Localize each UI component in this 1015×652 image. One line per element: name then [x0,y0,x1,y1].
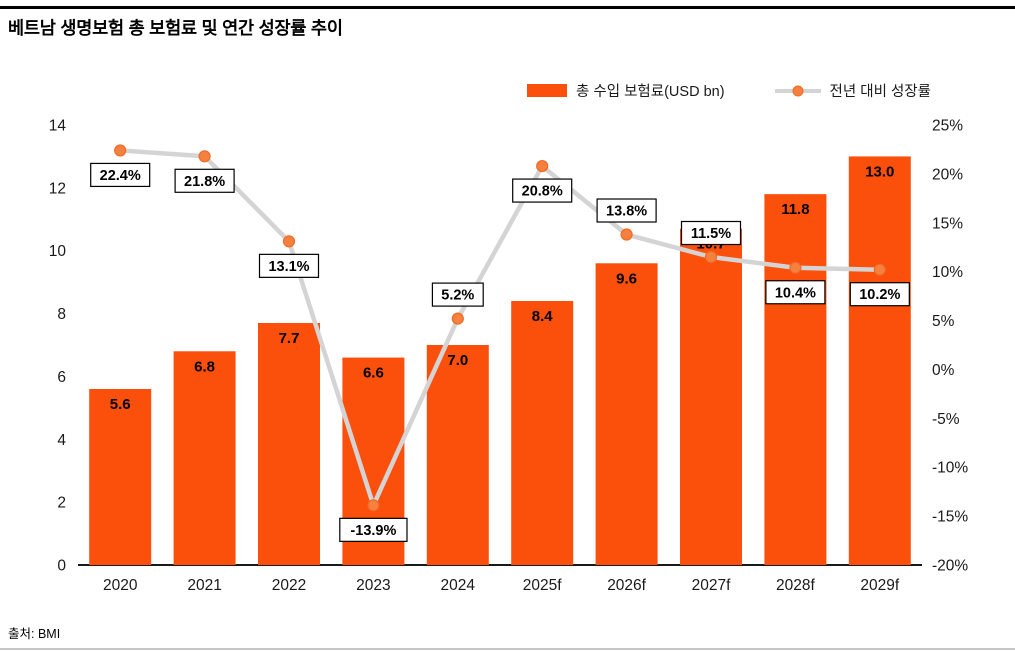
growth-label-box [339,517,408,542]
bar-2020 [89,389,152,565]
x-axis-label: 2026f [607,577,646,594]
right-axis-tick: 25% [932,118,963,135]
growth-label-box [258,253,320,278]
x-axis-label: 2024 [441,577,476,594]
bottom-divider [0,648,1015,650]
bar-value-label: 6.6 [363,365,384,382]
growth-label-box [596,198,657,223]
right-axis-tick: 10% [932,264,963,281]
bar-value-label: 6.8 [194,358,215,375]
growth-label: 5.2% [441,288,474,304]
right-axis-tick: 15% [932,215,963,232]
bar-value-label: 9.6 [616,270,637,287]
left-axis-tick: 8 [57,306,66,323]
growth-marker-2022 [282,235,296,248]
left-axis-tick: 12 [49,180,66,197]
growth-marker-2027f [704,250,718,264]
growth-line [117,148,883,508]
growth-marker-2021 [198,150,211,163]
legend-line-label: 전년 대비 성장률 [829,84,931,100]
growth-marker-2028f [789,261,802,274]
right-axis-tick: -20% [932,558,968,575]
growth-marker-2023 [367,499,380,512]
bar-2026f [595,263,658,565]
right-axis-tick: 5% [932,313,955,330]
x-axis-label: 2027f [692,577,731,594]
x-axis-label: 2021 [187,577,221,594]
growth-label: 20.8% [522,184,563,200]
bar-value-label: 5.6 [110,396,131,413]
growth-label: 11.5% [691,226,731,242]
legend-item-line-series: 전년 대비 성장률 [774,80,931,101]
bar-value-label: 7.7 [279,330,300,347]
left-axis-tick: 14 [49,118,67,135]
growth-label-box [765,280,826,305]
growth-label-box [174,168,235,193]
legend-item-bar-series: 총 수입 보험료(USD bn) [527,80,725,101]
left-axis-tick: 10 [49,243,67,260]
left-axis-tick: 4 [57,432,66,449]
line-series-swatch-icon [774,85,821,96]
bar-series-swatch-icon [527,84,567,97]
growth-label-box [680,220,742,246]
left-axis-tick: 6 [57,369,66,386]
left-axis-tick: 0 [57,558,66,575]
bar-value-label: 8.4 [532,308,554,325]
right-axis-tick: -10% [932,460,968,477]
source-note: 출처: BMI [8,627,61,641]
growth-label: 21.8% [184,174,225,190]
line-marker-icon [792,85,804,96]
growth-label: 13.8% [606,204,647,220]
bar-2027f [680,228,742,565]
page-title: 베트남 생명보험 총 보험료 및 연간 성장률 추이 [8,18,343,38]
growth-label: 10.4% [775,285,816,301]
right-axis-tick: 20% [932,166,963,183]
legend: 총 수입 보험료(USD bn) 전년 대비 성장률 [527,80,931,101]
right-axis-tick: -5% [932,411,960,428]
growth-marker-2026f [620,228,633,241]
bar-value-label: 13.0 [865,163,894,180]
growth-label-box [849,282,910,307]
x-axis-label: 2020 [103,577,138,594]
growth-label: 22.4% [100,168,141,184]
bar-value-label: 11.8 [781,201,809,218]
growth-label-box [431,282,484,307]
bar-2025f [511,301,574,565]
bar-2022 [258,323,320,565]
bar-2028f [764,194,827,565]
growth-marker-2020 [114,144,127,157]
growth-label-box [90,162,151,188]
x-axis-label: 2029f [860,577,899,594]
top-divider [0,6,1015,9]
growth-label: 10.2% [859,287,900,303]
bar-value-label: 7.0 [447,352,468,369]
right-axis-tick: 0% [932,362,955,379]
bar-2024 [426,345,489,565]
growth-label: 13.1% [268,259,309,275]
growth-marker-2025f [536,159,549,173]
x-axis-label: 2028f [776,577,815,594]
bar-2021 [173,351,236,565]
bar-2029f [848,156,911,565]
x-axis-label: 2023 [356,577,390,594]
growth-label-box [512,178,573,203]
growth-marker-2029f [873,263,886,276]
x-axis-label: 2022 [272,577,306,594]
legend-bar-label: 총 수입 보험료(USD bn) [576,84,725,100]
left-axis-tick: 2 [57,495,66,512]
growth-label: -13.9% [350,523,396,539]
growth-marker-2024 [451,312,464,325]
right-axis-tick: -15% [932,509,968,526]
x-axis-label: 2025f [523,577,562,594]
